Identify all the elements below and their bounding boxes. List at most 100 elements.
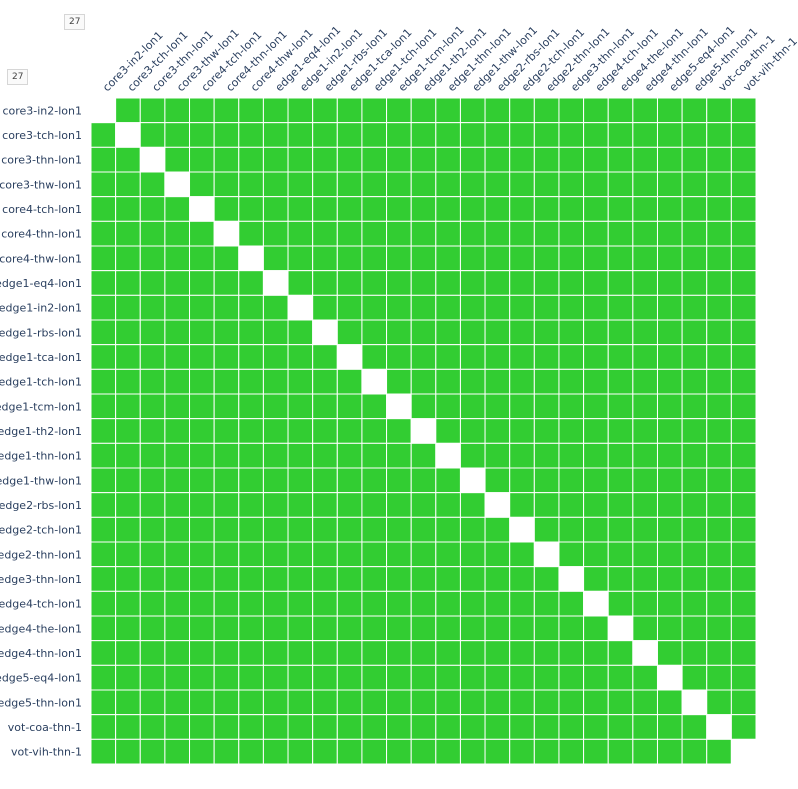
heatmap-cell <box>484 368 511 395</box>
heatmap-cell <box>90 245 117 272</box>
heatmap-cell <box>90 615 117 642</box>
heatmap-cell <box>336 294 363 321</box>
heatmap-cell <box>336 467 363 494</box>
heatmap-cell <box>386 171 412 198</box>
heatmap-cell <box>656 640 683 666</box>
heatmap-cell <box>435 97 461 124</box>
heatmap-cell <box>730 640 757 666</box>
heatmap-cell <box>484 418 511 444</box>
heatmap-cell <box>386 516 412 543</box>
heatmap-cell <box>336 442 363 469</box>
heatmap-cell <box>262 516 289 543</box>
heatmap-cell <box>558 368 585 395</box>
heatmap-cell <box>632 689 658 716</box>
heatmap-cell <box>583 442 609 469</box>
heatmap-cell <box>681 640 708 666</box>
heatmap-cell <box>583 196 609 222</box>
heatmap-cell <box>681 122 708 148</box>
heatmap-cell <box>607 122 634 148</box>
heatmap-cell <box>361 516 388 543</box>
heatmap-cell <box>139 368 166 395</box>
heatmap-cell-empty <box>459 467 486 494</box>
heatmap-cell <box>632 344 658 370</box>
heatmap-cell <box>656 122 683 148</box>
heatmap-cell <box>533 344 560 370</box>
heatmap-cell <box>632 467 658 494</box>
heatmap-cell <box>730 319 757 346</box>
heatmap-cell <box>656 689 683 716</box>
heatmap-cell <box>730 516 757 543</box>
heatmap-cell <box>632 541 658 568</box>
heatmap-cell <box>681 270 708 296</box>
heatmap-cell <box>509 245 535 272</box>
heatmap-cell <box>706 664 732 691</box>
heatmap-cell <box>435 541 461 568</box>
heatmap-cell <box>287 368 314 395</box>
heatmap-cell <box>115 294 141 321</box>
heatmap-cell <box>484 467 511 494</box>
heatmap-cell <box>435 664 461 691</box>
heatmap-cell <box>681 97 708 124</box>
heatmap-cell <box>459 146 486 173</box>
heatmap-cell <box>189 640 215 666</box>
heatmap-cell <box>583 640 609 666</box>
heatmap-cell <box>189 516 215 543</box>
heatmap-cell <box>730 294 757 321</box>
heatmap-cell <box>336 122 363 148</box>
y-tick-label: edge1-tcm-lon1 <box>0 400 82 413</box>
heatmap-cell <box>312 393 338 420</box>
heatmap-cell <box>213 418 240 444</box>
heatmap-cell <box>386 640 412 666</box>
heatmap-cell <box>336 590 363 617</box>
heatmap-cell <box>558 294 585 321</box>
heatmap-cell <box>213 294 240 321</box>
heatmap-cell <box>706 492 732 518</box>
heatmap-cell <box>459 689 486 716</box>
heatmap-cell <box>287 615 314 642</box>
heatmap-cell <box>238 171 264 198</box>
heatmap-cell <box>386 442 412 469</box>
heatmap-cell <box>386 714 412 740</box>
heatmap-cell <box>139 516 166 543</box>
heatmap-cell <box>115 566 141 592</box>
heatmap-cell <box>656 220 683 247</box>
heatmap-cell <box>262 245 289 272</box>
heatmap-cell <box>213 714 240 740</box>
heatmap-cell <box>139 590 166 617</box>
heatmap-cell <box>386 664 412 691</box>
heatmap-cell <box>213 738 240 765</box>
heatmap-cell <box>410 640 437 666</box>
heatmap-cell <box>607 220 634 247</box>
heatmap-cell <box>115 418 141 444</box>
heatmap-cell <box>336 615 363 642</box>
heatmap-cell <box>139 714 166 740</box>
heatmap-cell-empty <box>90 97 117 124</box>
heatmap-cell <box>410 344 437 370</box>
heatmap-cell <box>484 566 511 592</box>
heatmap-cell <box>435 294 461 321</box>
heatmap-cell <box>484 122 511 148</box>
heatmap-cell <box>706 393 732 420</box>
heatmap-cell <box>607 664 634 691</box>
heatmap-cell <box>213 492 240 518</box>
heatmap-cell <box>262 640 289 666</box>
heatmap-cell <box>287 344 314 370</box>
heatmap-cell <box>607 467 634 494</box>
heatmap-cell <box>459 344 486 370</box>
heatmap-cell <box>484 220 511 247</box>
heatmap-cell-empty <box>336 344 363 370</box>
heatmap-cell <box>90 220 117 247</box>
heatmap-cell <box>410 738 437 765</box>
y-tick-label: edge1-eq4-lon1 <box>0 277 82 290</box>
heatmap-cell <box>361 294 388 321</box>
heatmap-cell <box>681 492 708 518</box>
heatmap-cell <box>287 319 314 346</box>
heatmap-cell <box>509 368 535 395</box>
heatmap-cell <box>139 738 166 765</box>
heatmap-cell <box>312 541 338 568</box>
heatmap-cell <box>706 590 732 617</box>
heatmap-cell <box>164 467 191 494</box>
heatmap-cell <box>509 541 535 568</box>
heatmap-cell <box>139 418 166 444</box>
heatmap-cell <box>164 590 191 617</box>
